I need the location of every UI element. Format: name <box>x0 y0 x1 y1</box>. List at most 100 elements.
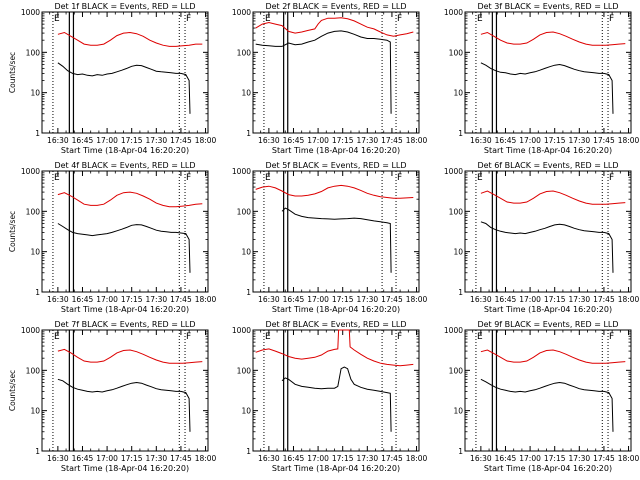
x-tick-label: 17:00 <box>307 295 329 304</box>
marker-label-E: E <box>54 14 60 24</box>
x-tick-label: 17:30 <box>569 136 591 145</box>
x-tick-label: 18:00 <box>406 295 428 304</box>
x-tick-label: 16:45 <box>283 454 305 463</box>
marker-label-F: F <box>397 173 402 183</box>
marker-label-E: E <box>54 173 60 183</box>
x-axis-label: Start Time (18-Apr-04 16:20:20) <box>272 305 400 314</box>
plot-frame <box>252 170 420 293</box>
subplot-3: Det 3f BLACK = Events, RED = LLD 1 10 100 10… <box>444 2 640 155</box>
marker-label-F: F <box>609 14 614 24</box>
series-events <box>57 223 191 273</box>
y-axis-label: Counts/sec <box>8 52 17 93</box>
plot-frame <box>41 170 209 293</box>
x-tick-label: 17:30 <box>357 295 379 304</box>
x-tick-label: 17:30 <box>357 454 379 463</box>
series-lld <box>57 31 203 47</box>
y-tick-label: 100 <box>237 48 252 57</box>
plot-frame <box>41 329 209 452</box>
y-tick-label: 1 <box>246 288 251 297</box>
y-tick-label: 1000 <box>444 8 463 17</box>
x-tick-label: 16:45 <box>283 136 305 145</box>
y-tick-label: 10 <box>453 248 463 257</box>
series-events <box>57 378 191 432</box>
x-tick-label: 17:45 <box>381 136 403 145</box>
x-axis-label: Start Time (18-Apr-04 16:20:20) <box>61 146 189 155</box>
x-tick-label: 16:30 <box>470 454 492 463</box>
y-tick-label: 100 <box>449 207 464 216</box>
x-tick-label: 17:00 <box>519 454 541 463</box>
x-tick-label: 16:45 <box>495 295 517 304</box>
x-tick-label: 18:00 <box>618 454 640 463</box>
subplot-title: Det 1f BLACK = Events, RED = LLD <box>54 2 195 11</box>
series-events <box>281 207 392 273</box>
y-axis-label: Counts/sec <box>8 211 17 252</box>
marker-label-F: F <box>186 14 191 24</box>
x-tick-label: 18:00 <box>195 295 217 304</box>
x-tick-label: 17:15 <box>121 454 143 463</box>
x-tick-label: 16:45 <box>283 295 305 304</box>
x-tick-label: 17:15 <box>332 454 354 463</box>
y-tick-label: 1 <box>35 447 40 456</box>
y-tick-label: 100 <box>26 48 41 57</box>
marker-label-F: F <box>186 332 191 342</box>
y-tick-label: 1 <box>458 129 463 138</box>
subplot-8: Det 8f BLACK = Events, RED = LLD 1 10 100 10… <box>232 320 428 473</box>
subplot-title: Det 2f BLACK = Events, RED = LLD <box>265 2 406 11</box>
marker-label-F: F <box>186 173 191 183</box>
x-tick-label: 17:00 <box>307 454 329 463</box>
subplot-title: Det 7f BLACK = Events, RED = LLD <box>54 320 195 329</box>
y-axis-label: Counts/sec <box>8 370 17 411</box>
y-tick-label: 1000 <box>232 326 251 335</box>
x-tick-label: 17:00 <box>96 295 118 304</box>
x-tick-label: 18:00 <box>618 295 640 304</box>
y-tick-label: 1000 <box>444 326 463 335</box>
subplot-title: Det 9f BLACK = Events, RED = LLD <box>477 320 618 329</box>
x-tick-label: 16:45 <box>72 136 94 145</box>
x-tick-label: 17:30 <box>357 136 379 145</box>
x-tick-label: 16:30 <box>47 136 69 145</box>
x-tick-label: 17:45 <box>381 295 403 304</box>
y-tick-label: 100 <box>26 207 41 216</box>
x-tick-label: 17:15 <box>332 136 354 145</box>
x-axis-label: Start Time (18-Apr-04 16:20:20) <box>484 146 612 155</box>
x-tick-label: 17:45 <box>170 295 192 304</box>
subplot-1: Det 1f BLACK = Events, RED = LLD 1 10 100 10… <box>8 2 217 155</box>
x-tick-label: 17:15 <box>544 136 566 145</box>
marker-label-F: F <box>397 14 402 24</box>
x-tick-label: 18:00 <box>195 454 217 463</box>
x-tick-label: 17:45 <box>381 454 403 463</box>
y-tick-label: 1000 <box>232 8 251 17</box>
y-tick-label: 10 <box>453 89 463 98</box>
y-tick-label: 1 <box>246 129 251 138</box>
series-lld <box>57 191 203 208</box>
x-tick-label: 17:15 <box>121 295 143 304</box>
x-tick-label: 16:45 <box>72 454 94 463</box>
subplot-5: Det 5f BLACK = Events, RED = LLD 1 10 100 10… <box>232 161 428 314</box>
x-tick-label: 17:30 <box>569 295 591 304</box>
y-tick-label: 1 <box>35 129 40 138</box>
x-tick-label: 17:45 <box>593 295 615 304</box>
y-tick-label: 1 <box>246 447 251 456</box>
series-lld <box>57 348 203 364</box>
subplot-9: Det 9f BLACK = Events, RED = LLD 1 10 100 10… <box>444 320 640 473</box>
marker-label-E: E <box>265 14 271 24</box>
x-axis-label: Start Time (18-Apr-04 16:20:20) <box>484 464 612 473</box>
y-tick-label: 10 <box>241 248 251 257</box>
y-tick-label: 1 <box>35 288 40 297</box>
x-tick-label: 18:00 <box>618 136 640 145</box>
y-tick-label: 1 <box>458 447 463 456</box>
series-lld <box>255 17 414 37</box>
x-tick-label: 17:30 <box>146 295 168 304</box>
subplot-title: Det 4f BLACK = Events, RED = LLD <box>54 161 195 170</box>
marker-label-E: E <box>477 332 483 342</box>
marker-label-F: F <box>397 332 402 342</box>
marker-label-E: E <box>54 332 60 342</box>
series-lld <box>480 190 626 205</box>
marker-label-E: E <box>477 14 483 24</box>
x-tick-label: 16:45 <box>72 295 94 304</box>
series-events <box>480 378 614 432</box>
y-tick-label: 100 <box>237 207 252 216</box>
y-tick-label: 1000 <box>21 8 40 17</box>
plot-frame <box>464 170 632 293</box>
marker-label-F: F <box>609 332 614 342</box>
